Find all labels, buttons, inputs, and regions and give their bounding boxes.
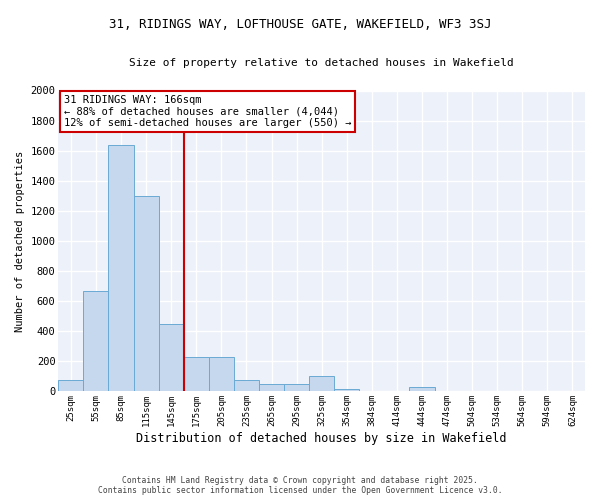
Y-axis label: Number of detached properties: Number of detached properties bbox=[15, 150, 25, 332]
Bar bbox=[359, 390, 385, 392]
Text: Contains HM Land Registry data © Crown copyright and database right 2025.
Contai: Contains HM Land Registry data © Crown c… bbox=[98, 476, 502, 495]
Text: 31, RIDINGS WAY, LOFTHOUSE GATE, WAKEFIELD, WF3 3SJ: 31, RIDINGS WAY, LOFTHOUSE GATE, WAKEFIE… bbox=[109, 18, 491, 30]
Bar bbox=[334, 389, 359, 392]
Bar bbox=[134, 196, 158, 392]
Bar bbox=[58, 380, 83, 392]
Bar bbox=[409, 387, 434, 392]
Text: 31 RIDINGS WAY: 166sqm
← 88% of detached houses are smaller (4,044)
12% of semi-: 31 RIDINGS WAY: 166sqm ← 88% of detached… bbox=[64, 95, 351, 128]
Bar bbox=[385, 390, 409, 392]
Bar bbox=[234, 380, 259, 392]
Bar bbox=[209, 357, 234, 392]
Bar bbox=[184, 357, 209, 392]
Bar bbox=[309, 376, 334, 392]
Bar bbox=[83, 290, 109, 392]
Bar bbox=[284, 384, 309, 392]
Bar bbox=[109, 144, 134, 392]
Bar bbox=[259, 384, 284, 392]
Title: Size of property relative to detached houses in Wakefield: Size of property relative to detached ho… bbox=[129, 58, 514, 68]
Bar bbox=[158, 324, 184, 392]
X-axis label: Distribution of detached houses by size in Wakefield: Distribution of detached houses by size … bbox=[136, 432, 507, 445]
